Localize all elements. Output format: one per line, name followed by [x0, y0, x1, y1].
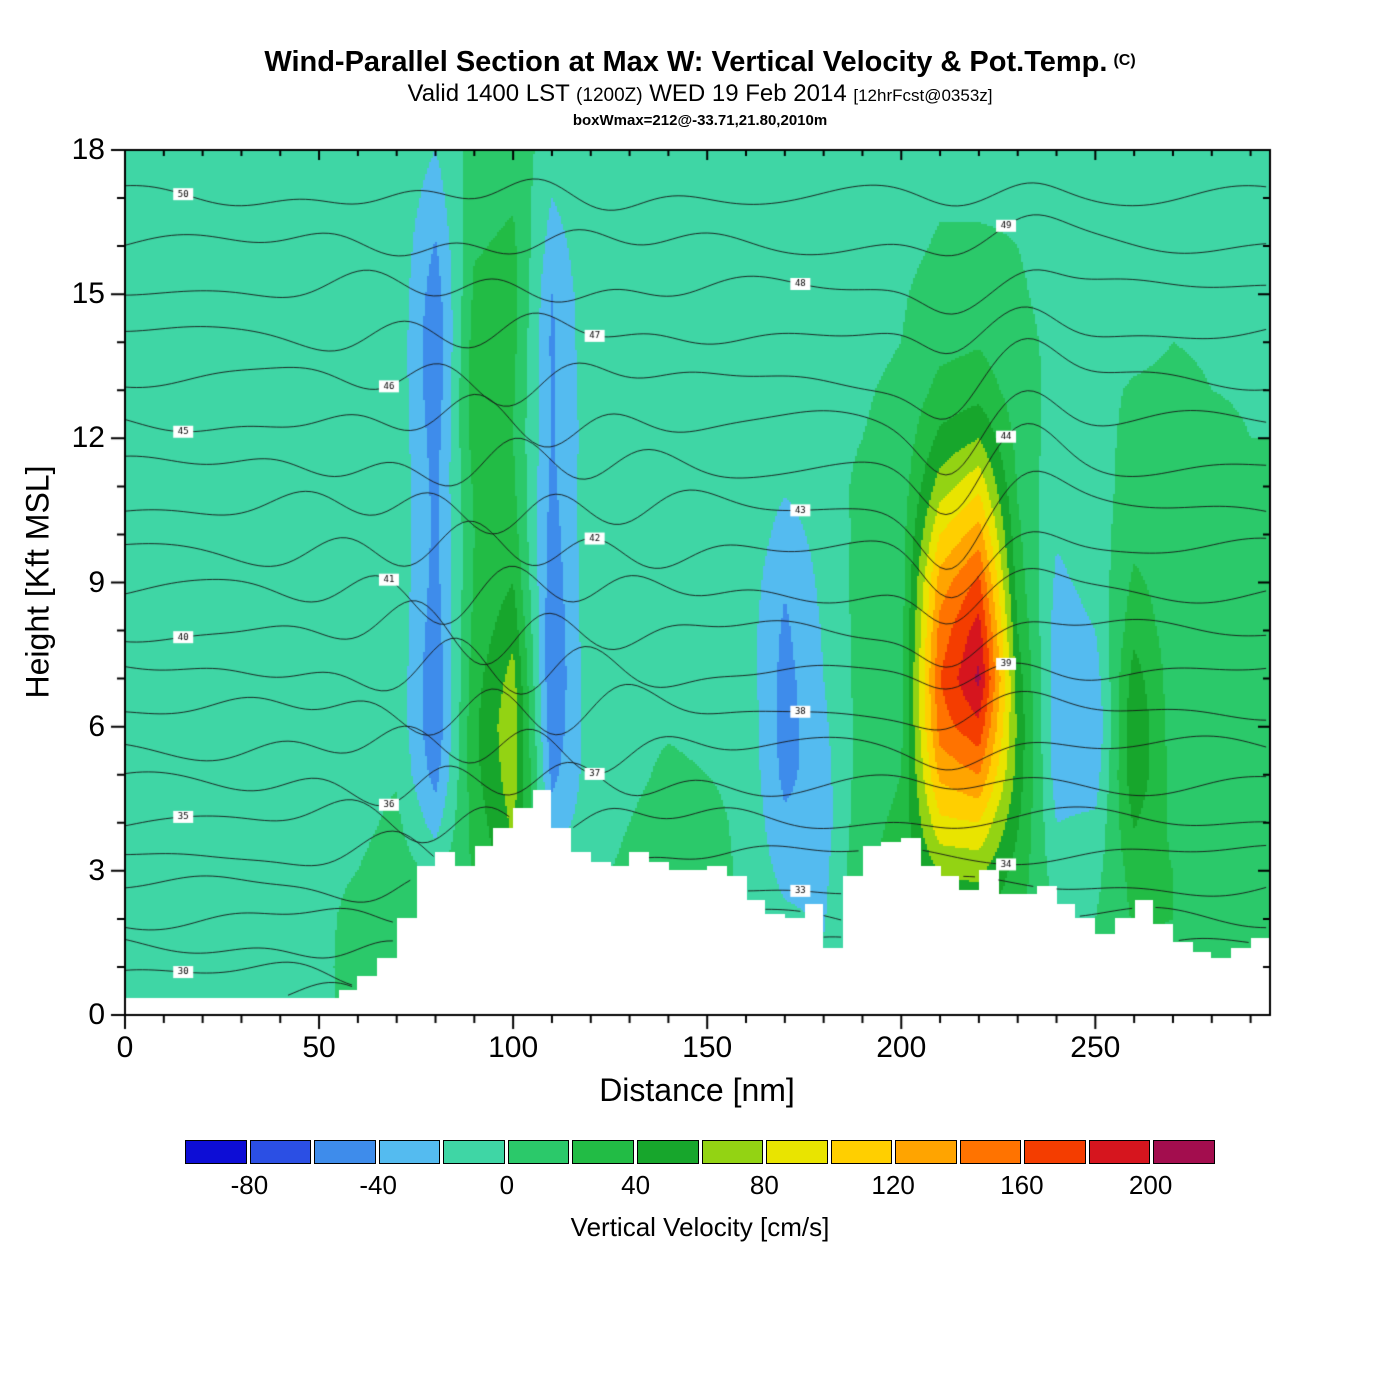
colorbar-tick-label: 0 — [499, 1170, 515, 1200]
y-tick-label: 6 — [88, 709, 105, 743]
colorbar-tick-label: 40 — [621, 1170, 651, 1200]
colorbar-tick-label: -80 — [230, 1170, 269, 1200]
colorbar-tick-label: 160 — [1000, 1170, 1044, 1200]
colorbar-segment — [443, 1140, 505, 1164]
y-tick-label: 18 — [71, 133, 105, 166]
colorbar-tick-label: -40 — [359, 1170, 397, 1200]
colorbar-segment — [249, 1140, 312, 1164]
y-tick-label: 3 — [88, 853, 105, 887]
colorbar-label: Vertical Velocity [cm/s] — [570, 1212, 830, 1242]
colorbar-segment — [830, 1140, 893, 1164]
colorbar-segment — [895, 1140, 957, 1164]
colorbar-segment — [507, 1140, 570, 1164]
colorbar-tick-labels: -80 -40 0 40 80 120 160 200 — [185, 1170, 1215, 1202]
colorbar-segment — [766, 1140, 828, 1164]
x-axis-label: Distance [nm] — [599, 1072, 795, 1108]
y-axis-label: Height [Kft MSL] — [19, 465, 56, 699]
colorbar-tick-label: 120 — [871, 1170, 915, 1200]
colorbar-tick-label: 80 — [749, 1170, 779, 1200]
x-tick-label: 200 — [876, 1031, 927, 1064]
colorbar-segment — [1153, 1140, 1215, 1164]
x-tick-label: 250 — [1070, 1031, 1121, 1064]
colorbar-tick-label: 200 — [1128, 1170, 1173, 1200]
x-tick-label: 150 — [682, 1031, 733, 1064]
y-tick-label: 15 — [71, 277, 105, 311]
y-tick-label: 12 — [71, 421, 105, 455]
y-tick-label: 9 — [88, 565, 105, 599]
x-tick-label: 0 — [116, 1031, 134, 1064]
colorbar-segment — [636, 1140, 699, 1164]
colorbar-segment — [1024, 1140, 1086, 1164]
x-tick-label: 100 — [488, 1031, 539, 1064]
colorbar-segment — [1088, 1140, 1151, 1164]
x-tick-label: 50 — [302, 1031, 336, 1064]
colorbar — [185, 1140, 1215, 1164]
colorbar-segment — [378, 1140, 441, 1164]
y-tick-label: 0 — [88, 998, 105, 1031]
colorbar-segment — [701, 1140, 764, 1164]
colorbar-segment — [572, 1140, 634, 1164]
colorbar-segment — [185, 1140, 247, 1164]
colorbar-segment — [959, 1140, 1022, 1164]
colorbar-segment — [314, 1140, 376, 1164]
